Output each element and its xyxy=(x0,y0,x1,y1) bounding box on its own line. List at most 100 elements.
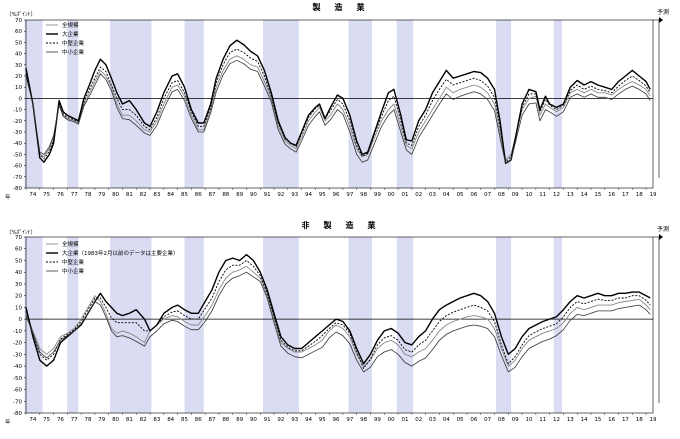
x-tick-label: 80 xyxy=(112,192,119,198)
x-tick-label: 05 xyxy=(457,417,464,423)
x-tick-label: 81 xyxy=(126,417,133,423)
x-tick-label: 89 xyxy=(236,417,243,423)
x-tick-label: 02 xyxy=(415,192,422,198)
x-tick-label: 02 xyxy=(415,417,422,423)
series-line xyxy=(25,48,651,163)
recession-band xyxy=(553,20,563,188)
x-tick-label: 91 xyxy=(264,192,271,198)
y-tick-label: 40 xyxy=(15,52,22,58)
x-tick-label: 86 xyxy=(195,192,202,198)
forecast-arrow-icon xyxy=(659,234,663,240)
y-tick-label: 10 xyxy=(15,305,22,311)
x-tick-label: 96 xyxy=(333,192,340,198)
x-tick-label: 92 xyxy=(277,417,284,423)
x-tick-label: 17 xyxy=(622,192,629,198)
x-tick-label: 98 xyxy=(360,417,367,423)
y-tick-label: -50 xyxy=(13,376,22,382)
unit-label: （%ﾎﾟｲﾝﾄ） xyxy=(6,11,36,18)
y-tick-label: -20 xyxy=(13,119,22,125)
x-tick-label: 12 xyxy=(553,417,560,423)
legend-label: 中小企業 xyxy=(62,48,85,56)
x-tick-label: 84 xyxy=(167,417,174,423)
x-tick-label: 95 xyxy=(319,192,326,198)
x-tick-label: 18 xyxy=(636,192,643,198)
x-tick-label: 74 xyxy=(29,192,36,198)
x-tick-label: 88 xyxy=(222,192,229,198)
x-tick-label: 80 xyxy=(112,417,119,423)
x-tick-label: 07 xyxy=(484,417,491,423)
x-tick-label: 79 xyxy=(98,417,105,423)
x-tick-label: 85 xyxy=(181,192,188,198)
series-line xyxy=(25,39,651,165)
x-tick-label: 77 xyxy=(71,417,78,423)
x-tick-label: 14 xyxy=(581,192,588,198)
x-tick-label: 10 xyxy=(525,417,532,423)
legend-label: 全規模 xyxy=(62,240,79,248)
y-tick-label: 70 xyxy=(15,18,22,24)
recession-band xyxy=(24,237,43,413)
plot-frame xyxy=(25,236,654,414)
x-tick-label: 89 xyxy=(236,192,243,198)
x-tick-label: 75 xyxy=(43,417,50,423)
recession-band xyxy=(348,20,372,188)
x-tick-label: 76 xyxy=(57,192,64,198)
x-tick-label: 83 xyxy=(153,417,160,423)
x-tick-label: 16 xyxy=(608,417,615,423)
non-manufacturing-chart: 70 60 50 40 30 20 10 0 -10 -20 -30 -40 -50 -60 -70 -80 7… xyxy=(5,220,669,426)
recession-band xyxy=(67,237,79,413)
y-tick-label: -80 xyxy=(13,186,22,192)
recession-band xyxy=(67,20,79,188)
x-tick-label: 93 xyxy=(291,417,298,423)
series-line xyxy=(25,265,651,367)
x-tick-label: 86 xyxy=(195,417,202,423)
x-tick-label: 06 xyxy=(470,417,477,423)
series-line xyxy=(25,59,651,164)
unit-label: （%ﾎﾟｲﾝﾄ） xyxy=(6,229,36,236)
y-tick-label: -30 xyxy=(13,352,22,358)
y-tick-label: -40 xyxy=(13,364,22,370)
x-tick-label: 88 xyxy=(222,417,229,423)
y-tick-label: 10 xyxy=(15,85,22,91)
x-tick-label: 79 xyxy=(98,192,105,198)
x-tick-label: 98 xyxy=(360,192,367,198)
manufacturing-chart: 70 60 50 40 30 20 10 0 -10 -20 -30 -40 -50 -60 -70 -80 7… xyxy=(5,2,669,201)
x-tick-label: 97 xyxy=(346,192,353,198)
y-tick-label: 50 xyxy=(15,40,22,46)
plot-frame xyxy=(25,19,654,189)
y-tick-label: 20 xyxy=(15,294,22,300)
x-tick-label: 82 xyxy=(140,417,147,423)
x-tick-label: 94 xyxy=(305,417,312,423)
x-tick-label: 78 xyxy=(85,192,92,198)
x-tick-label: 03 xyxy=(429,192,436,198)
recession-band xyxy=(348,237,372,413)
x-tick-label: 07 xyxy=(484,192,491,198)
x-tick-label: 06 xyxy=(470,192,477,198)
x-tick-label: 15 xyxy=(594,417,601,423)
series-line xyxy=(25,271,651,373)
legend-label: 中堅企業 xyxy=(62,39,85,47)
y-tick-label: -30 xyxy=(13,130,22,136)
series-line xyxy=(25,253,651,367)
x-tick-label: 82 xyxy=(140,192,147,198)
x-tick-label: 09 xyxy=(512,417,519,423)
chart-title: 非 製 造 業 xyxy=(302,220,379,230)
x-tick-label: 04 xyxy=(443,192,450,198)
x-tick-label: 87 xyxy=(209,417,216,423)
x-tick-label: 78 xyxy=(85,417,92,423)
y-tick-label: 0 xyxy=(19,317,23,323)
x-tick-label: 10 xyxy=(525,192,532,198)
x-tick-label: 87 xyxy=(209,192,216,198)
y-tick-label: 50 xyxy=(15,258,22,264)
y-tick-label: -10 xyxy=(13,108,22,114)
x-tick-label: 19 xyxy=(650,417,657,423)
x-tick-label: 75 xyxy=(43,192,50,198)
legend-label: 中小企業 xyxy=(62,267,85,275)
x-tick-label: 15 xyxy=(594,192,601,198)
x-tick-label: 99 xyxy=(374,417,381,423)
recession-band xyxy=(396,20,414,188)
x-tick-label: 08 xyxy=(498,417,505,423)
x-tick-label: 01 xyxy=(401,417,408,423)
x-tick-label: 04 xyxy=(443,417,450,423)
year-axis-label: 年 xyxy=(5,418,11,426)
